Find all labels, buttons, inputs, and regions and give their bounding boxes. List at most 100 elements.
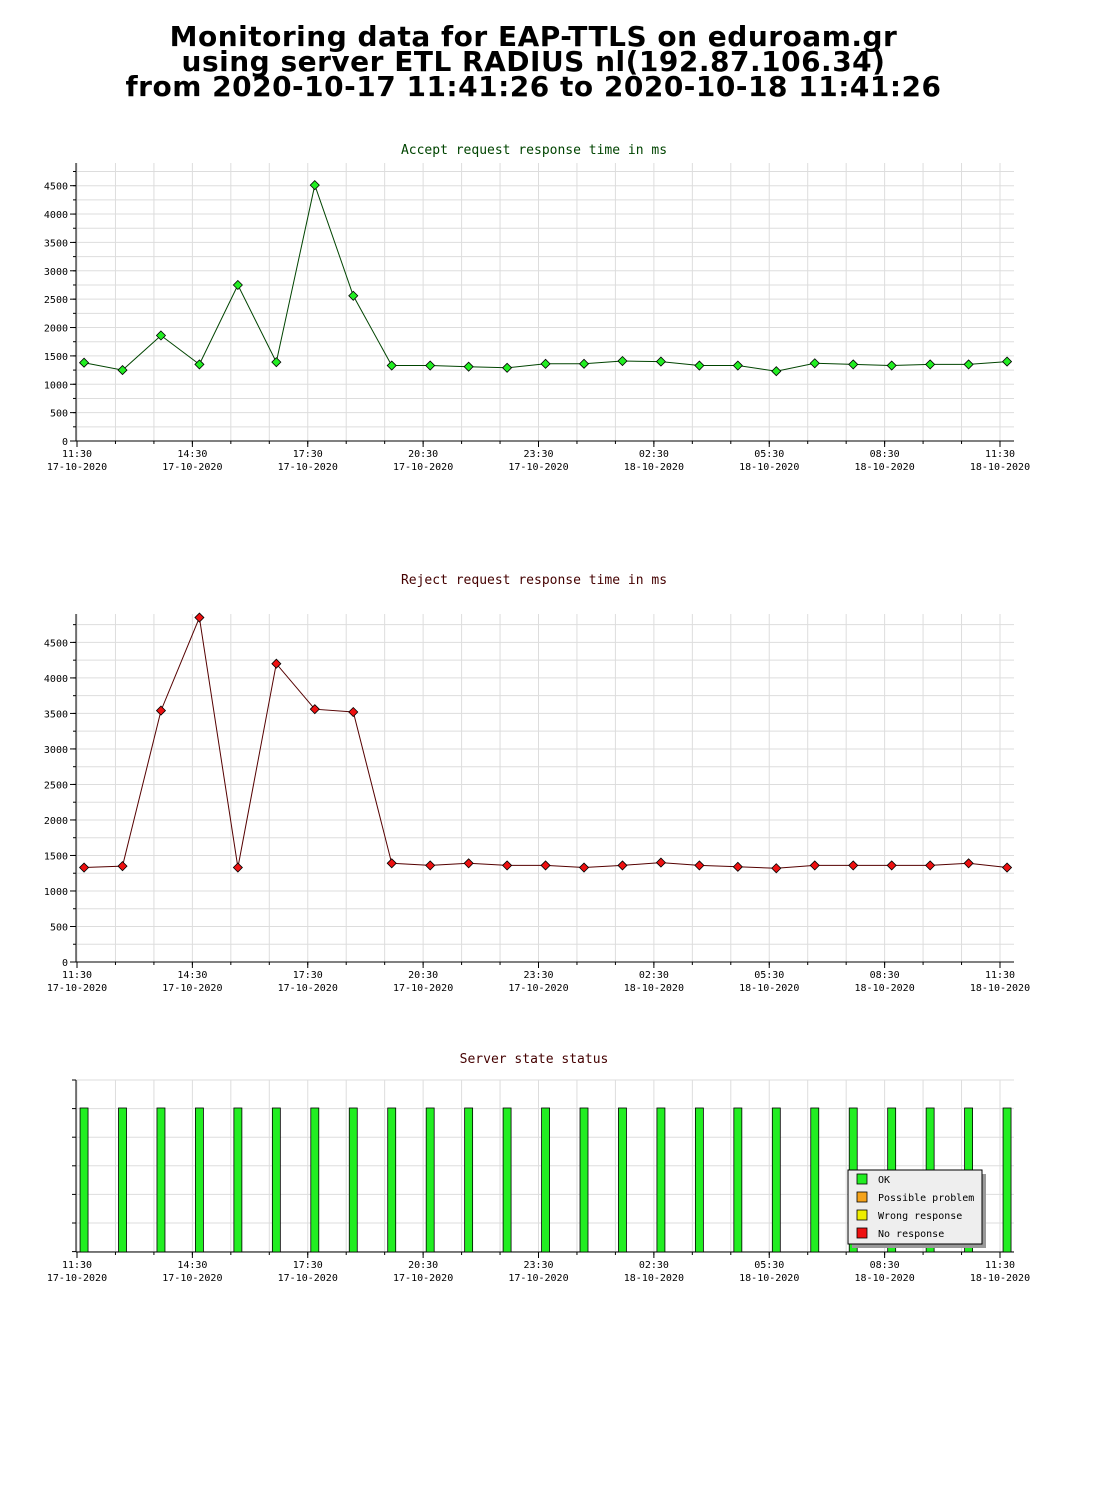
accept-xtick-label-date: 18-10-2020 (739, 462, 799, 473)
accept-xtick-label-time: 20:30 (408, 449, 438, 460)
status-bar (156, 1107, 166, 1253)
status-bar (118, 1107, 127, 1253)
reject-xtick-label-time: 11:30 (985, 970, 1015, 981)
accept-data-point (117, 365, 128, 376)
accept-data-point (963, 359, 974, 370)
reject-xtick-label-time: 17:30 (293, 970, 323, 981)
reject-xtick-label-date: 18-10-2020 (624, 983, 684, 994)
status-bar (541, 1107, 550, 1253)
accept-xtick-label-time: 11:30 (62, 449, 92, 460)
status-xtick-label-date: 17-10-2020 (278, 1273, 338, 1284)
accept-data-point (348, 290, 359, 301)
status-bar (233, 1107, 243, 1253)
status-bar (195, 1107, 204, 1253)
accept-ytick-label: 3500 (44, 238, 68, 249)
legend-label: Possible problem (878, 1193, 974, 1204)
reject-series-line (84, 615, 1008, 869)
reject-data-point (963, 858, 974, 869)
reject-xtick-label-time: 02:30 (639, 970, 669, 981)
status-bar (694, 1107, 704, 1253)
status-xtick-label-date: 18-10-2020 (624, 1273, 684, 1284)
accept-xtick-label-date: 17-10-2020 (508, 462, 568, 473)
reject-xtick-label-time: 05:30 (754, 970, 784, 981)
reject-xtick-label-time: 20:30 (408, 970, 438, 981)
status-bar (618, 1107, 627, 1253)
status-xtick-label-time: 11:30 (62, 1260, 92, 1271)
status-xtick-label-date: 17-10-2020 (162, 1273, 222, 1284)
status-bar (79, 1107, 89, 1253)
reject-xtick-label-time: 14:30 (177, 970, 207, 981)
accept-series-line (84, 183, 1008, 372)
legend-swatch (856, 1209, 868, 1221)
accept-data-point (1001, 356, 1013, 367)
status-bar (579, 1107, 589, 1253)
reject-data-point (694, 860, 705, 871)
reject-xtick-label-time: 08:30 (870, 970, 900, 981)
reject-data-point (232, 862, 243, 873)
header-line-3: from 2020-10-17 11:41:26 to 2020-10-18 1… (125, 70, 942, 103)
status-xtick-label-time: 23:30 (523, 1260, 553, 1271)
accept-data-point (732, 360, 743, 371)
reject-data-point (886, 860, 897, 871)
reject-xtick-label-date: 17-10-2020 (508, 983, 568, 994)
accept-data-point (78, 357, 90, 368)
reject-chart-title: Reject request response time in ms (401, 573, 667, 588)
status-xtick-label-date: 17-10-2020 (393, 1273, 453, 1284)
accept-data-point (771, 366, 782, 377)
reject-data-point (194, 612, 205, 623)
reject-data-point (809, 860, 820, 871)
accept-data-point (232, 279, 243, 291)
reject-data-point (540, 860, 551, 871)
accept-chart: 11:30 17-10-2020 14:30 17-10-2020 17:30 17-10… (44, 163, 1030, 473)
reject-data-point (1001, 862, 1013, 873)
accept-chart-title: Accept request response time in ms (401, 143, 667, 158)
accept-xtick-label-date: 17-10-2020 (162, 462, 222, 473)
reject-data-point (463, 858, 474, 869)
reject-data-point (309, 704, 320, 715)
reject-ytick-label: 500 (50, 922, 68, 933)
accept-xtick-label-date: 17-10-2020 (278, 462, 338, 473)
accept-data-point (309, 180, 320, 191)
reject-ytick-label: 1500 (44, 851, 68, 862)
status-xtick-label-date: 17-10-2020 (508, 1273, 568, 1284)
status-xtick-label-date: 18-10-2020 (739, 1273, 799, 1284)
reject-data-point (502, 860, 513, 871)
accept-data-point (271, 357, 282, 368)
accept-xtick-label-time: 02:30 (639, 449, 669, 460)
accept-data-point (578, 358, 590, 369)
reject-xtick-label-time: 23:30 (523, 970, 553, 981)
reject-data-point (386, 858, 397, 869)
status-bar (733, 1107, 743, 1253)
reject-ytick-label: 0 (62, 958, 68, 969)
accept-ytick-label: 1500 (44, 352, 68, 363)
accept-ytick-label: 2500 (44, 295, 68, 306)
legend-label: Wrong response (878, 1211, 962, 1222)
reject-data-point (732, 861, 743, 872)
reject-data-point (617, 860, 628, 871)
reject-ytick-label: 3000 (44, 745, 68, 756)
status-bar (425, 1107, 435, 1253)
reject-xtick-label-date: 17-10-2020 (47, 983, 107, 994)
accept-xtick-label-date: 17-10-2020 (393, 462, 453, 473)
reject-data-point (348, 706, 359, 718)
legend-swatch (856, 1227, 868, 1239)
status-bar (656, 1107, 666, 1253)
reject-xtick-label-date: 18-10-2020 (739, 983, 799, 994)
accept-ytick-label: 4500 (44, 182, 68, 193)
reject-chart: 11:30 17-10-2020 14:30 17-10-2020 17:30 17-10… (44, 612, 1030, 994)
status-chart: 11:30 17-10-2020 14:30 17-10-2020 17:30 17-10… (47, 1079, 1030, 1284)
reject-data-point (117, 861, 128, 872)
status-bar (464, 1107, 474, 1253)
accept-xtick-label-time: 14:30 (177, 449, 207, 460)
reject-ytick-label: 4000 (44, 674, 68, 685)
reject-ytick-label: 4500 (44, 638, 68, 649)
accept-data-point (886, 360, 897, 371)
accept-xtick-label-time: 08:30 (870, 449, 900, 460)
reject-data-point (771, 863, 782, 874)
reject-data-point (578, 862, 590, 873)
status-bar (271, 1107, 281, 1253)
accept-xtick-label-date: 18-10-2020 (624, 462, 684, 473)
reject-data-point (78, 862, 90, 873)
accept-ytick-label: 500 (50, 409, 68, 420)
